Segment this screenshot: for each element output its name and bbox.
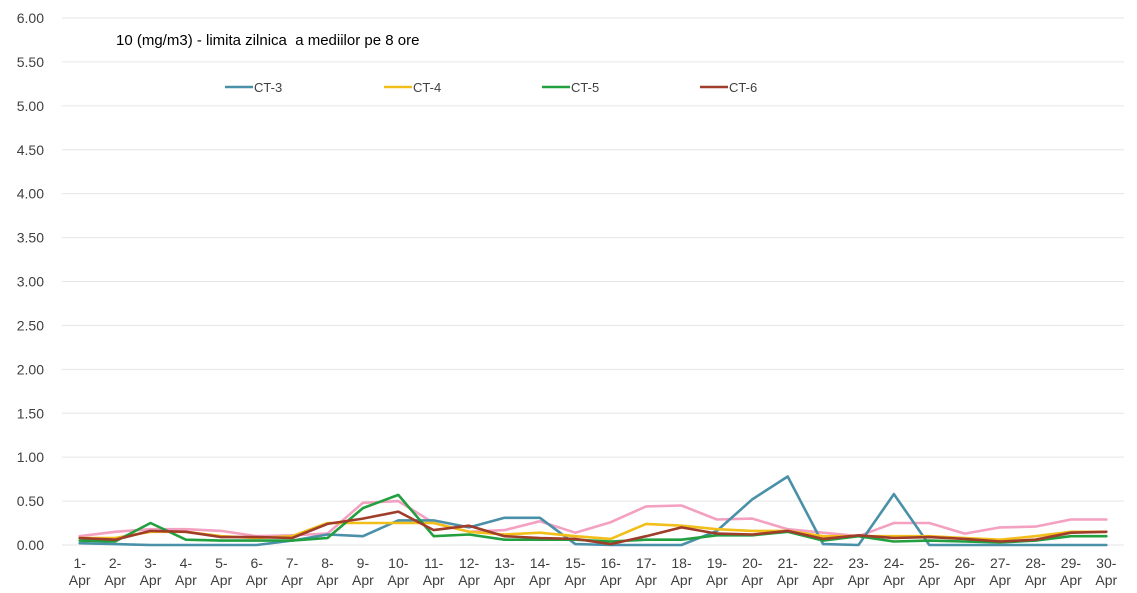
y-tick-label: 0.00 <box>17 537 44 553</box>
series-line-unlabeled <box>78 499 1108 538</box>
x-tick-label: 12-Apr <box>458 555 480 588</box>
legend-label: CT-3 <box>254 80 282 95</box>
y-tick-label: 1.00 <box>17 449 44 465</box>
x-tick-label: 5-Apr <box>210 555 232 588</box>
y-tick-label: 6.00 <box>17 10 44 26</box>
title-background <box>100 22 930 60</box>
legend-label: CT-6 <box>729 80 757 95</box>
chart-title: 10 (mg/m3) - limita zilnica a mediilor p… <box>116 32 419 49</box>
y-tick-label: 5.00 <box>17 98 44 114</box>
x-axis-tick-labels: 1-Apr 2-Apr 3-Apr 4-Apr 5-Apr 6-Apr 7-Apr 8-Apr… <box>69 555 1118 588</box>
series-line-ct-6 <box>78 510 1108 546</box>
y-tick-label: 0.50 <box>17 493 44 509</box>
y-tick-label: 5.50 <box>17 54 44 70</box>
x-tick-label: 30-Apr <box>1095 555 1117 588</box>
x-tick-label: 10-Apr <box>387 555 409 588</box>
y-tick-label: 2.50 <box>17 317 44 333</box>
x-tick-label: 29-Apr <box>1060 555 1082 588</box>
x-tick-label: 24-Apr <box>883 555 905 588</box>
x-tick-label: 22-Apr <box>812 555 834 588</box>
x-tick-label: 1-Apr <box>69 555 91 588</box>
x-tick-label: 2-Apr <box>104 555 126 588</box>
x-tick-label: 25-Apr <box>918 555 940 588</box>
legend-label: CT-4 <box>413 80 441 95</box>
y-tick-label: 4.50 <box>17 142 44 158</box>
x-tick-label: 4-Apr <box>175 555 197 588</box>
x-tick-label: 26-Apr <box>954 555 976 588</box>
x-tick-label: 6-Apr <box>246 555 268 588</box>
x-tick-label: 9-Apr <box>352 555 374 588</box>
y-axis-tick-labels: 0.00 0.50 1.00 1.50 2.00 2.50 3.00 3.50 4.00 4.50… <box>17 10 44 553</box>
x-tick-label: 15-Apr <box>564 555 586 588</box>
x-tick-label: 3-Apr <box>140 555 162 588</box>
x-tick-label: 14-Apr <box>529 555 551 588</box>
x-tick-label: 21-Apr <box>777 555 799 588</box>
legend: CT-3 CT-4 CT-5 CT-6 <box>225 80 757 95</box>
x-tick-label: 19-Apr <box>706 555 728 588</box>
legend-label: CT-5 <box>571 80 599 95</box>
x-tick-label: 13-Apr <box>494 555 516 588</box>
gridlines <box>62 17 1124 546</box>
x-tick-label: 17-Apr <box>635 555 657 588</box>
x-tick-label: 28-Apr <box>1025 555 1047 588</box>
x-tick-label: 18-Apr <box>671 555 693 588</box>
x-tick-label: 11-Apr <box>423 555 445 588</box>
y-tick-label: 2.00 <box>17 361 44 377</box>
y-tick-label: 4.00 <box>17 186 44 202</box>
series-lines <box>78 475 1108 547</box>
y-tick-label: 3.00 <box>17 274 44 290</box>
x-tick-label: 8-Apr <box>317 555 339 588</box>
y-tick-label: 1.50 <box>17 405 44 421</box>
x-tick-label: 23-Apr <box>848 555 870 588</box>
x-tick-label: 27-Apr <box>989 555 1011 588</box>
series-line-ct-5 <box>78 493 1108 544</box>
series-line-ct-3 <box>78 475 1108 547</box>
x-tick-label: 20-Apr <box>741 555 763 588</box>
x-tick-label: 7-Apr <box>281 555 303 588</box>
x-tick-label: 16-Apr <box>600 555 622 588</box>
y-tick-label: 3.50 <box>17 230 44 246</box>
